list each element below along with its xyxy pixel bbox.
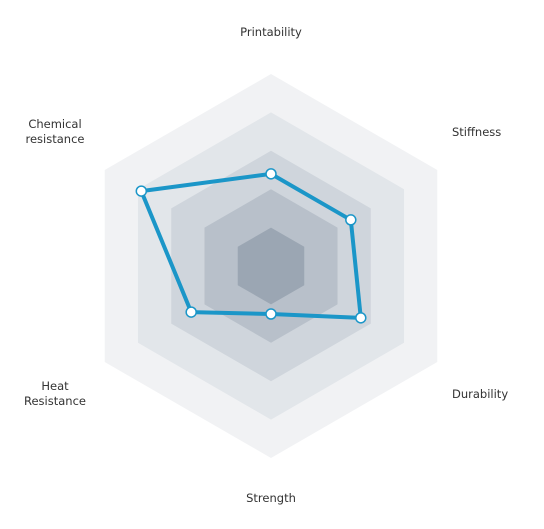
series-point-3 xyxy=(265,308,277,320)
axis-label-4: Heat Resistance xyxy=(24,379,86,408)
radar-rings xyxy=(104,74,438,458)
axis-labels: Printability Stiffness Durability Strength H… xyxy=(24,25,508,505)
axis-label-line: Durability xyxy=(452,387,508,401)
axis-label-line: Chemical xyxy=(28,117,81,131)
series-point-2 xyxy=(355,312,367,324)
axis-label-line: Heat xyxy=(41,379,69,393)
axis-label-line: Strength xyxy=(246,491,296,505)
axis-label-line: Printability xyxy=(240,25,302,39)
series-point-1 xyxy=(345,214,357,226)
axis-label-1: Stiffness xyxy=(452,125,501,139)
series-point-5 xyxy=(135,185,148,197)
axis-label-line: Resistance xyxy=(24,394,86,408)
radar-series xyxy=(135,168,367,324)
series-point-0 xyxy=(265,168,277,180)
axis-label-2: Durability xyxy=(452,387,508,401)
axis-label-line: Stiffness xyxy=(452,125,501,139)
axis-label-5: Chemical resistance xyxy=(26,117,85,146)
axis-label-3: Strength xyxy=(246,491,296,505)
radar-ring-1 xyxy=(237,227,305,305)
series-point-4 xyxy=(185,306,197,318)
axis-label-0: Printability xyxy=(240,25,302,39)
axis-label-line: resistance xyxy=(26,132,85,146)
